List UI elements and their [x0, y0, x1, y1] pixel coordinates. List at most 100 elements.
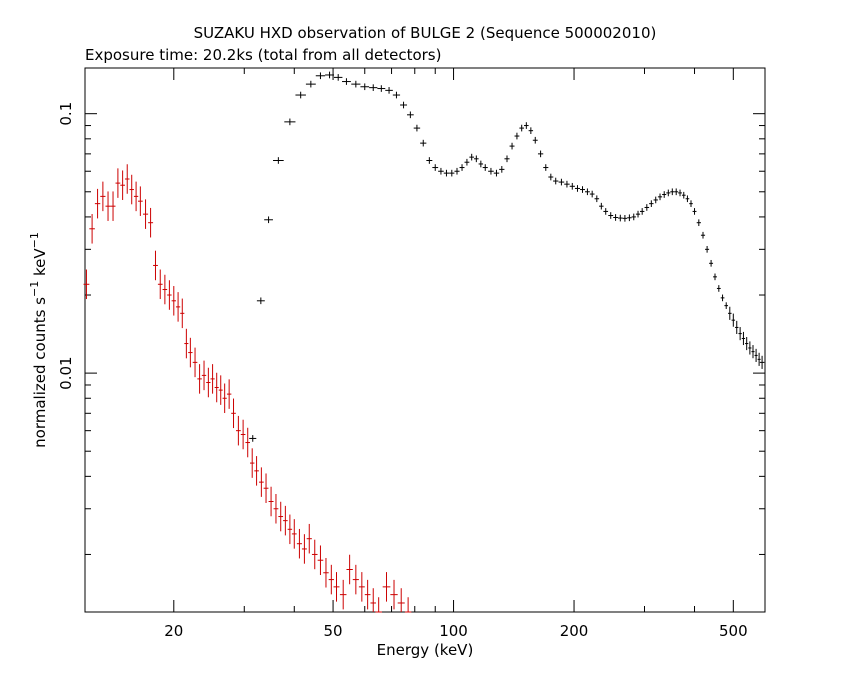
- data-point: [426, 157, 433, 164]
- data-point: [478, 160, 484, 168]
- data-point: [167, 280, 172, 310]
- data-point: [89, 214, 95, 244]
- data-point: [574, 185, 581, 192]
- data-point: [358, 572, 365, 602]
- axis-ticks: [85, 68, 766, 612]
- data-point: [569, 182, 575, 190]
- data-point: [738, 327, 742, 341]
- data-point: [724, 302, 729, 309]
- data-point: [231, 398, 236, 429]
- plot-frame: [84, 67, 766, 613]
- data-point: [201, 360, 207, 391]
- data-point: [657, 193, 663, 201]
- data-point: [666, 189, 671, 197]
- chart-subtitle: Exposure time: 20.2ks (total from all de…: [85, 46, 441, 64]
- data-point: [188, 337, 193, 368]
- data-point: [543, 164, 549, 171]
- data-point: [413, 124, 421, 132]
- x-tick-label: 50: [324, 622, 343, 640]
- data-point: [564, 180, 570, 188]
- data-point: [613, 214, 618, 221]
- data-point: [741, 331, 746, 346]
- data-point: [474, 155, 479, 163]
- data-point: [728, 306, 732, 320]
- data-point: [731, 313, 736, 327]
- y-axis-label-main: normalized counts s: [31, 297, 49, 448]
- y-axis-label: normalized counts s−1 keV−1: [28, 232, 49, 448]
- data-point: [333, 572, 340, 602]
- data-point: [129, 174, 134, 205]
- data-point: [754, 348, 758, 362]
- y-tick-label: 0.01: [57, 356, 75, 389]
- data-point: [218, 375, 223, 405]
- data-point: [720, 294, 725, 302]
- data-point: [263, 473, 269, 503]
- x-tick-label: 200: [560, 622, 589, 640]
- data-point: [751, 345, 755, 359]
- data-point: [681, 191, 686, 199]
- data-point: [705, 246, 710, 253]
- data-point: [685, 195, 690, 203]
- data-point: [137, 186, 143, 216]
- data-point: [622, 215, 628, 222]
- data-point: [115, 168, 121, 198]
- data-point: [454, 167, 460, 175]
- data-point: [627, 214, 632, 222]
- data-point: [360, 83, 370, 91]
- data-point: [420, 139, 427, 147]
- data-point: [608, 212, 614, 219]
- y-axis-label-exp2: −1: [28, 232, 41, 248]
- axis-tick-labels: 20 50 100 200 500 0.1 0.01: [57, 102, 748, 640]
- x-tick-label: 100: [439, 622, 468, 640]
- data-point: [748, 341, 752, 355]
- data-point: [268, 486, 274, 517]
- data-point: [443, 169, 450, 177]
- data-point: [124, 164, 130, 194]
- data-point: [273, 157, 284, 164]
- data-point: [493, 169, 500, 177]
- data-point: [735, 320, 739, 334]
- x-tick-label: 500: [719, 622, 748, 640]
- data-point: [407, 111, 414, 119]
- data-point: [105, 191, 111, 221]
- data-point: [278, 501, 284, 532]
- data-point: [653, 196, 658, 204]
- data-point: [584, 188, 590, 196]
- data-point: [644, 204, 650, 211]
- data-point: [757, 352, 761, 366]
- data-point: [438, 167, 444, 175]
- data-point: [264, 216, 273, 224]
- data-point: [662, 191, 667, 198]
- data-point: [351, 80, 361, 88]
- data-point: [603, 208, 609, 215]
- data-point: [342, 78, 351, 85]
- data-point: [397, 588, 405, 612]
- data-point: [210, 364, 215, 394]
- data-point: [716, 285, 721, 292]
- data-point: [499, 166, 505, 173]
- data-point: [674, 188, 679, 196]
- data-point: [226, 379, 232, 409]
- data-point: [524, 122, 529, 129]
- data-point: [580, 186, 586, 193]
- data-point: [589, 190, 595, 198]
- data-point: [192, 347, 198, 378]
- data-point: [385, 87, 393, 94]
- data-point: [120, 170, 125, 200]
- data-point: [305, 80, 316, 88]
- data-point: [631, 213, 636, 221]
- series-1: [249, 71, 765, 442]
- data-point: [375, 597, 382, 613]
- data-point: [214, 372, 219, 403]
- data-point: [323, 557, 329, 588]
- data-series: [83, 71, 765, 613]
- data-point: [689, 200, 693, 207]
- data-point: [287, 514, 293, 545]
- data-point: [432, 164, 439, 171]
- x-tick-label: 20: [164, 622, 183, 640]
- data-point: [532, 136, 538, 144]
- data-point: [306, 523, 312, 554]
- data-point: [709, 259, 714, 267]
- data-point: [519, 124, 525, 132]
- data-point: [488, 167, 494, 175]
